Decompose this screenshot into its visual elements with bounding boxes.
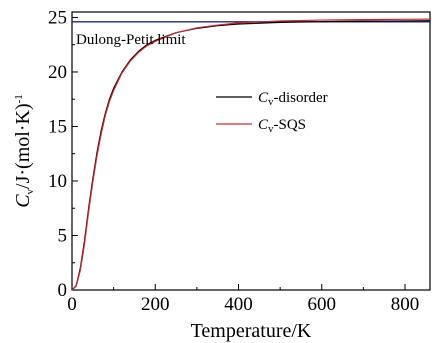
- y-tick-label: 15: [48, 116, 67, 137]
- y-axis-title: Cv/J·(mol·K)-1: [12, 94, 36, 208]
- y-axis-title-sub: v: [24, 188, 36, 194]
- x-tick-label: 600: [308, 294, 337, 315]
- plot-frame: [71, 11, 431, 291]
- legend-label-disorder-sub: v: [268, 96, 274, 108]
- series-line-disorder: [71, 20, 431, 291]
- x-tick-label: 400: [224, 294, 253, 315]
- series-line-sqs: [71, 18, 431, 291]
- dulong-petit-annotation: Dulong-Petit limit: [76, 32, 186, 48]
- legend-label-sqs-sub: v: [268, 123, 274, 135]
- legend-label-disorder: Cv-disorder: [258, 90, 328, 108]
- legend: Cv-disorder Cv-SQS: [216, 90, 328, 135]
- legend-label-disorder-main: C: [258, 90, 269, 106]
- legend-label-sqs-main: C: [258, 117, 269, 133]
- legend-label-sqs-rest: -SQS: [274, 117, 307, 133]
- y-axis-title-main: C: [12, 194, 34, 208]
- y-tick-label: 5: [58, 225, 68, 246]
- legend-label-disorder-rest: -disorder: [274, 90, 328, 106]
- x-tick-label: 200: [141, 294, 170, 315]
- y-tick-label: 20: [48, 62, 67, 83]
- y-axis-title-sup: -1: [13, 94, 25, 103]
- legend-label-sqs: Cv-SQS: [258, 117, 306, 135]
- axis-ticks: 0 200 400 600 800 0 5 10 15 20 25: [48, 7, 419, 315]
- x-axis-title: Temperature/K: [191, 320, 312, 342]
- series-lines: [71, 18, 431, 291]
- y-tick-label: 0: [58, 280, 68, 301]
- y-axis-title-rest: /J·(mol·K): [12, 103, 34, 189]
- x-tick-label: 800: [391, 294, 420, 315]
- y-tick-label: 10: [48, 171, 67, 192]
- y-tick-label: 25: [48, 7, 67, 28]
- x-tick-label: 0: [67, 294, 77, 315]
